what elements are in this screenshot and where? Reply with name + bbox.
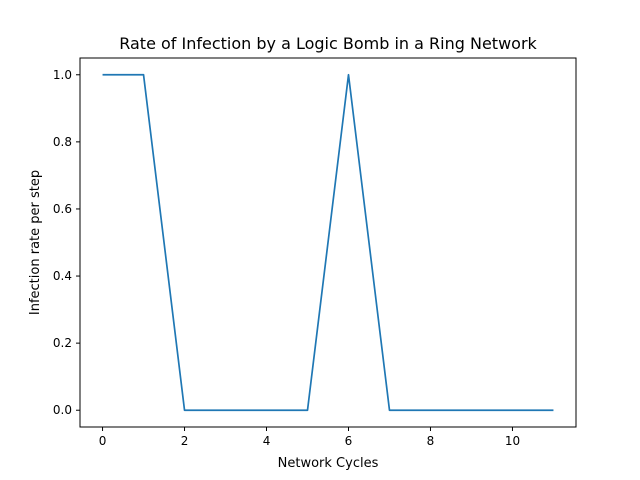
series-line-0 [102, 73, 554, 412]
x-tick-label: 4 [263, 434, 271, 448]
y-axis-label: Infection rate per step [28, 170, 43, 315]
y-tick-label: 0.4 [53, 269, 72, 283]
x-tick-label: 6 [345, 434, 353, 448]
y-tick-label: 0.6 [53, 202, 72, 216]
plot-frame [79, 57, 577, 428]
x-tick-label: 2 [181, 434, 189, 448]
x-tick-label: 0 [99, 434, 107, 448]
y-tick-label: 0.8 [53, 135, 72, 149]
x-tick-label: 8 [427, 434, 435, 448]
plot-area: 0 2 4 6 8 10 0.0 0.2 0.4 0.6 0.8 1.0 [53, 68, 554, 448]
x-tick-label: 10 [505, 434, 520, 448]
y-tick-label: 0.0 [53, 403, 72, 417]
y-tick-label: 1.0 [53, 68, 72, 82]
y-tick-label: 0.2 [53, 336, 72, 350]
x-axis-label: Network Cycles [278, 456, 379, 471]
chart-title: Rate of Infection by a Logic Bomb in a R… [119, 34, 537, 53]
